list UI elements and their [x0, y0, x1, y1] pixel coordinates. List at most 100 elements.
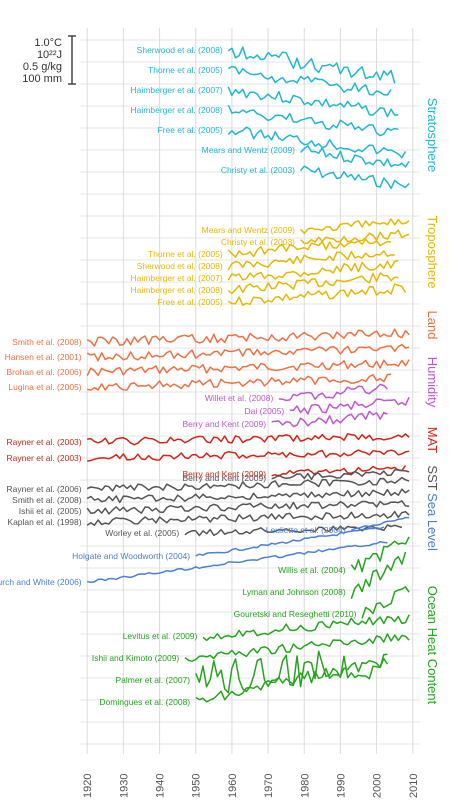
- series-label: Smith et al. (2008): [12, 495, 82, 505]
- series-line: [271, 410, 388, 428]
- series-line: [86, 359, 410, 377]
- x-tick-label: 1960: [227, 774, 239, 798]
- series-label: Thorne et al. (2005): [148, 249, 223, 259]
- x-tick-label: 1990: [335, 774, 347, 798]
- group-land: Smith et al. (2008) Hansen et al. (2001) B…: [5, 311, 440, 392]
- series-label: Willis et al. (2004): [278, 565, 346, 575]
- group-mat: Rayner et al. (2003) Rayner et al. (2003)…: [6, 427, 440, 479]
- group-troposphere: Mears and Wentz (2009) Christy et al. (20…: [131, 215, 440, 307]
- series-label: Smith et al. (2008): [12, 337, 82, 347]
- series-line: [87, 449, 410, 462]
- series-label: Berry and Kent (2009): [182, 473, 266, 483]
- series-label: Domingues et al. (2008): [99, 697, 190, 707]
- series-line: [300, 165, 410, 190]
- series-line: [227, 126, 407, 159]
- series-label: Lyman and Johnson (2008): [242, 587, 345, 597]
- series-line: [227, 250, 395, 271]
- group-sea-level: Leuliette et al. (2004) Holgate and Woodw…: [0, 493, 440, 587]
- group-label: Humidity: [425, 357, 440, 408]
- series-label: Free et al. (2005): [157, 297, 222, 307]
- x-tick-label: 2010: [408, 774, 420, 798]
- group-label: Sea Level: [425, 493, 440, 551]
- series-line: [350, 536, 410, 573]
- series-label: Sherwood et al. (2008): [137, 45, 223, 55]
- series-label: Haimberger et al. (2008): [131, 105, 223, 115]
- x-axis: 1920 1930 1940 1950 1960 1970 1980 1990 2000 2010: [82, 774, 420, 798]
- series-label: Rayner et al. (2003): [6, 437, 81, 447]
- group-stratosphere: Sherwood et al. (2008) Thorne et al. (200…: [131, 45, 440, 190]
- series-label: Willet et al. (2008): [205, 393, 274, 403]
- scale-bar-label: 10²²J: [37, 49, 62, 61]
- series-line: [86, 343, 410, 362]
- series-line: [350, 551, 407, 599]
- scale-bar-label: 1.0°C: [34, 37, 62, 49]
- x-tick-label: 1980: [299, 774, 311, 798]
- series-label: Haimberger et al. (2008): [131, 285, 223, 295]
- series-line: [271, 465, 407, 477]
- group-sst: Berry and Kent (2009) Rayner et al. (2006…: [6, 465, 440, 538]
- series-line: [195, 650, 389, 694]
- x-tick-label: 1940: [155, 774, 167, 798]
- series-line: [278, 383, 388, 402]
- series-label: Brohan et al. (2006): [6, 367, 81, 377]
- x-tick-label: 1950: [191, 774, 203, 798]
- x-tick-label: 2000: [372, 774, 384, 798]
- series-line: [227, 46, 396, 84]
- series-label: Gouretski and Reseghetti (2010): [234, 609, 357, 619]
- series-label: Berry and Kent (2009): [182, 469, 266, 479]
- series-label: Thorne et al. (2005): [148, 65, 223, 75]
- series-line: [86, 488, 410, 504]
- series-label: Levitus et al. (2009): [123, 631, 198, 641]
- series-label: Berry and Kent (2009): [182, 419, 266, 429]
- series-line: [361, 586, 410, 619]
- series-line: [86, 476, 410, 492]
- series-label: Mears and Wentz (2009): [202, 145, 296, 155]
- series-label: Haimberger et al. (2007): [131, 273, 223, 283]
- group-label: Stratosphere: [425, 98, 440, 172]
- series-label: Leuliette et al. (2004): [266, 525, 346, 535]
- series-line: [300, 145, 410, 168]
- series-line: [202, 614, 410, 642]
- series-line: [227, 272, 399, 295]
- series-line: [184, 524, 403, 537]
- series-label: Christy et al. (2003): [221, 165, 295, 175]
- series-label: Hansen et al. (2001): [5, 352, 82, 362]
- series-label: Dai (2005): [244, 406, 284, 416]
- group-label: MAT: [425, 427, 440, 454]
- series-line: [227, 65, 392, 96]
- series-label: Ishii and Kimoto (2009): [92, 653, 180, 663]
- series-line: [227, 238, 392, 258]
- group-label: Troposphere: [425, 215, 440, 288]
- series-line: [184, 633, 410, 662]
- series-line: [271, 469, 410, 481]
- group-ocean-heat-content: Willis et al. (2004) Lyman and Johnson (2…: [92, 536, 440, 707]
- series-line: [289, 396, 410, 415]
- series-label: Holgate and Woodworth (2004): [72, 551, 190, 561]
- series-label: Rayner et al. (2006): [6, 484, 81, 494]
- series-label: Lugina et al. (2005): [8, 382, 81, 392]
- scale-bar-label: 100 mm: [22, 73, 62, 85]
- series-line: [227, 283, 407, 306]
- series-line: [195, 653, 388, 703]
- series-line: [195, 526, 385, 557]
- x-tick-label: 1930: [118, 774, 130, 798]
- series-line: [87, 432, 410, 446]
- series-line: [227, 259, 399, 281]
- series-label: Mears and Wentz (2009): [202, 225, 296, 235]
- series-line: [300, 218, 410, 235]
- series-label: Rayner et al. (2003): [6, 453, 81, 463]
- x-tick-label: 1970: [263, 774, 275, 798]
- series-label: Sherwood et al. (2008): [137, 261, 223, 271]
- series-label: Palmer et al. (2007): [115, 675, 190, 685]
- series-label: Haimberger et al. (2007): [131, 85, 223, 95]
- group-label: Ocean Heat Content: [425, 586, 440, 705]
- series-label: Church and White (2006): [0, 577, 82, 587]
- x-tick-label: 1920: [82, 774, 94, 798]
- series-line: [227, 86, 399, 118]
- scale-bar-label: 0.5 g/kg: [23, 61, 62, 73]
- series-label: Ishii et al. (2005): [19, 506, 82, 516]
- series-label: Free et al. (2005): [157, 125, 222, 135]
- series-label: Worley et al. (2005): [105, 528, 179, 538]
- group-label: Land: [425, 311, 440, 340]
